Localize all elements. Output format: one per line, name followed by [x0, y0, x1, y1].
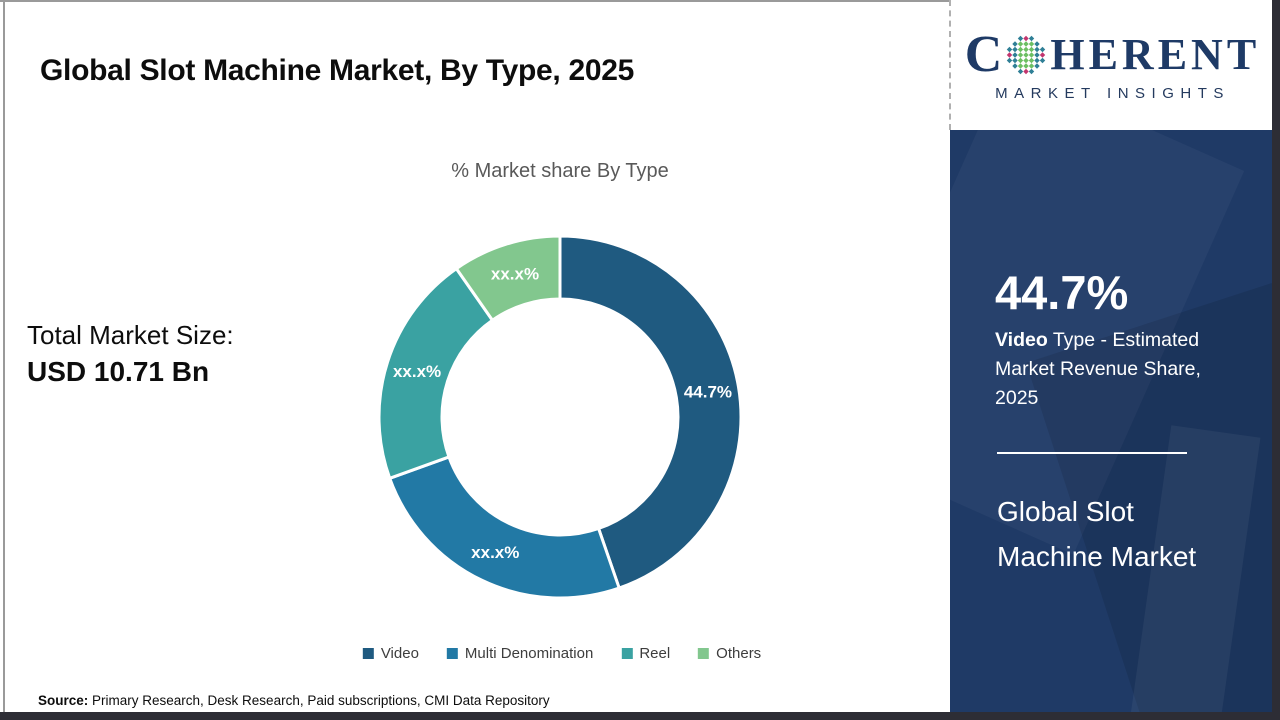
donut-segment-others [454, 234, 562, 322]
logo-dot [1007, 46, 1013, 52]
logo-dot [1029, 46, 1035, 52]
donut-segment-label: xx.x% [491, 264, 539, 283]
logo-dot [1029, 51, 1035, 58]
highlight-stat-segment: Video [995, 329, 1048, 351]
legend-item-others: Others [698, 645, 761, 662]
logo-dot [1034, 57, 1041, 63]
total-market-value: USD 10.71 Bn [27, 356, 210, 387]
logo-dot [1012, 40, 1019, 47]
source-note: Source: Primary Research, Desk Research,… [38, 693, 550, 708]
window-edge-left [3, 0, 5, 712]
total-market-label: Total Market Size: [27, 320, 234, 350]
donut-segment-label: xx.x% [393, 362, 441, 381]
chart-legend: Video Multi Denomination Reel Others [362, 645, 761, 662]
source-text: Primary Research, Desk Research, Paid su… [88, 693, 550, 708]
legend-label: Others [716, 645, 762, 662]
logo-dot [1040, 46, 1046, 52]
brand-subtitle: MARKET INSIGHTS [995, 84, 1230, 102]
highlight-stat-rest: Type - Estimated Market Revenue Share, 2… [995, 329, 1201, 409]
logo-dot [1018, 35, 1024, 41]
window-edge-right [1272, 0, 1280, 720]
logo-dot [1034, 62, 1041, 69]
panel-divider-line [997, 452, 1187, 454]
logo-dot [1018, 62, 1024, 69]
chart-title: % Market share By Type [451, 160, 669, 182]
logo-dot [1012, 51, 1019, 58]
source-label: Source: [38, 693, 89, 708]
legend-swatch [698, 648, 710, 659]
logo-dot [1007, 57, 1013, 63]
logo-dot [1018, 40, 1024, 47]
logo-dot [1007, 51, 1013, 58]
donut-segment-label: 44.7% [684, 383, 732, 402]
brand-letters-herent: HERENT [1050, 29, 1261, 79]
window-edge-top [0, 0, 1272, 2]
logo-dot [1023, 40, 1030, 47]
legend-label: Reel [639, 645, 671, 662]
logo-dot [1023, 35, 1030, 41]
logo-dot [1018, 57, 1024, 63]
highlight-stat-value: 44.7% [995, 266, 1129, 319]
logo-dot [1018, 51, 1024, 58]
donut-chart: 44.7% xx.x% xx.x% xx.x% [377, 234, 743, 600]
logo-dot [1012, 57, 1019, 63]
logo-dot [1023, 68, 1030, 74]
logo-dot [1023, 62, 1030, 69]
logo-dot [1018, 46, 1024, 52]
legend-label: Video [380, 645, 419, 662]
page-title: Global Slot Machine Market, By Type, 202… [40, 54, 634, 88]
brand-wordmark: C HERENT [964, 25, 1261, 83]
donut-segment-label: xx.x% [471, 543, 519, 562]
total-market-size: Total Market Size: USD 10.71 Bn [27, 320, 234, 388]
donut-segment-multi-denomination [388, 455, 621, 600]
logo-dot [1012, 46, 1019, 52]
highlight-panel: 44.7% Video Type - Estimated Market Reve… [950, 130, 1272, 712]
logo-dot [1029, 68, 1035, 74]
brand-dotted-globe-icon [1007, 35, 1046, 74]
donut-segment-video [558, 234, 743, 590]
legend-swatch [362, 648, 374, 659]
legend-swatch [446, 648, 458, 659]
legend-item-multi-denomination: Multi Denomination [446, 645, 594, 662]
highlight-stat-description: Video Type - Estimated Market Revenue Sh… [995, 326, 1240, 413]
logo-dot [1040, 57, 1046, 63]
legend-item-video: Video [362, 645, 419, 662]
logo-dot [1034, 46, 1041, 52]
logo-dot [1023, 57, 1030, 63]
logo-dot [1034, 40, 1041, 47]
logo-dot [1018, 68, 1024, 74]
brand-logo: C HERENT MARKET INSIGHTS [949, 0, 1274, 130]
legend-item-reel: Reel [621, 645, 670, 662]
logo-dot [1029, 35, 1035, 41]
logo-dot [1023, 51, 1030, 58]
panel-market-title: Global Slot Machine Market [997, 496, 1197, 572]
legend-label: Multi Denomination [464, 645, 594, 662]
logo-dot [1012, 62, 1019, 69]
brand-letter-c: C [964, 25, 1003, 83]
logo-dot [1023, 46, 1030, 52]
logo-dot [1029, 57, 1035, 63]
logo-dot [1040, 51, 1046, 58]
legend-swatch [621, 648, 633, 659]
logo-dot [1029, 40, 1035, 47]
window-edge-bottom [0, 712, 1280, 720]
logo-dot [1034, 51, 1041, 58]
logo-dot [1029, 62, 1035, 69]
